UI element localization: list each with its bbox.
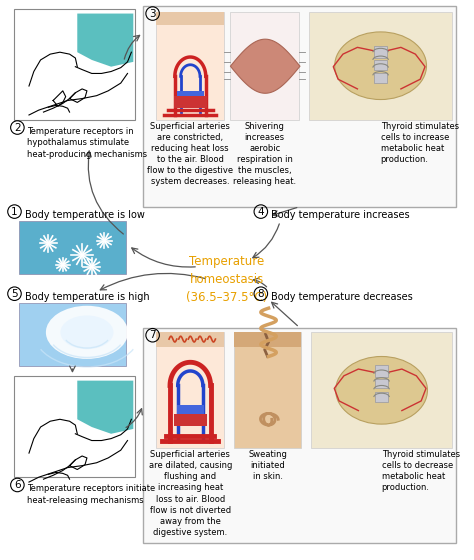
Text: 2: 2 [14,123,21,133]
Bar [19,304,126,366]
Bar [309,12,452,120]
Bar [374,73,387,83]
Text: Temperature receptors initiate
heat-releasing mechanisms: Temperature receptors initiate heat-rele… [27,484,155,505]
Bar [375,365,388,377]
Bar [156,332,224,448]
Bar [156,332,224,347]
Ellipse shape [46,306,128,359]
Ellipse shape [60,315,113,349]
Text: Superficial arteries
are dilated, causing
flushing and
increasing heat
loss to a: Superficial arteries are dilated, causin… [149,450,232,537]
Bar [375,392,388,402]
Bar [311,332,452,448]
Bar [19,221,126,274]
Text: Temperature receptors in
hypothalamus stimulate
heat-producing mechanisms: Temperature receptors in hypothalamus st… [27,127,147,159]
Text: Thyroid stimulates
cells to increase
metabolic heat
production.: Thyroid stimulates cells to increase met… [381,122,459,164]
Bar [177,405,204,414]
Bar [374,46,387,58]
Bar [15,376,135,477]
Bar [234,332,301,347]
Polygon shape [77,381,133,434]
Bar [156,12,224,120]
Text: Body temperature decreases: Body temperature decreases [272,292,413,302]
Text: 7: 7 [149,330,156,340]
Bar [143,328,456,543]
Text: Superficial arteries
are constricted,
reducing heat loss
to the air. Blood
flow : Superficial arteries are constricted, re… [147,122,233,186]
Bar [15,9,135,120]
Text: 5: 5 [11,289,18,298]
Text: 6: 6 [14,480,21,490]
Text: 8: 8 [257,289,264,298]
Polygon shape [77,13,133,67]
Text: 3: 3 [149,8,156,18]
Bar [156,12,224,25]
Ellipse shape [335,32,427,100]
Text: Thyroid stimulates
cells to decrease
metabolic heat
production.: Thyroid stimulates cells to decrease met… [382,450,460,492]
Text: 1: 1 [11,207,18,217]
Bar [230,12,300,120]
Text: Shivering
increases
aerobic
respiration in
the muscles,
releasing heat.: Shivering increases aerobic respiration … [233,122,296,186]
Text: 4: 4 [257,207,264,217]
Text: Sweating
initiated
in skin.: Sweating initiated in skin. [248,450,287,482]
Bar [374,60,387,69]
Text: Body temperature is high: Body temperature is high [25,292,150,302]
Bar [174,414,207,426]
Bar [143,6,456,207]
Text: Temperature
homeostasis
(36.5–37.5°C): Temperature homeostasis (36.5–37.5°C) [186,255,268,304]
Bar [234,332,301,448]
Bar [174,96,207,108]
Ellipse shape [336,357,428,424]
Text: Body temperature is low: Body temperature is low [25,209,145,220]
Text: Body temperature increases: Body temperature increases [272,209,410,220]
Bar [375,379,388,389]
Bar [177,91,204,100]
